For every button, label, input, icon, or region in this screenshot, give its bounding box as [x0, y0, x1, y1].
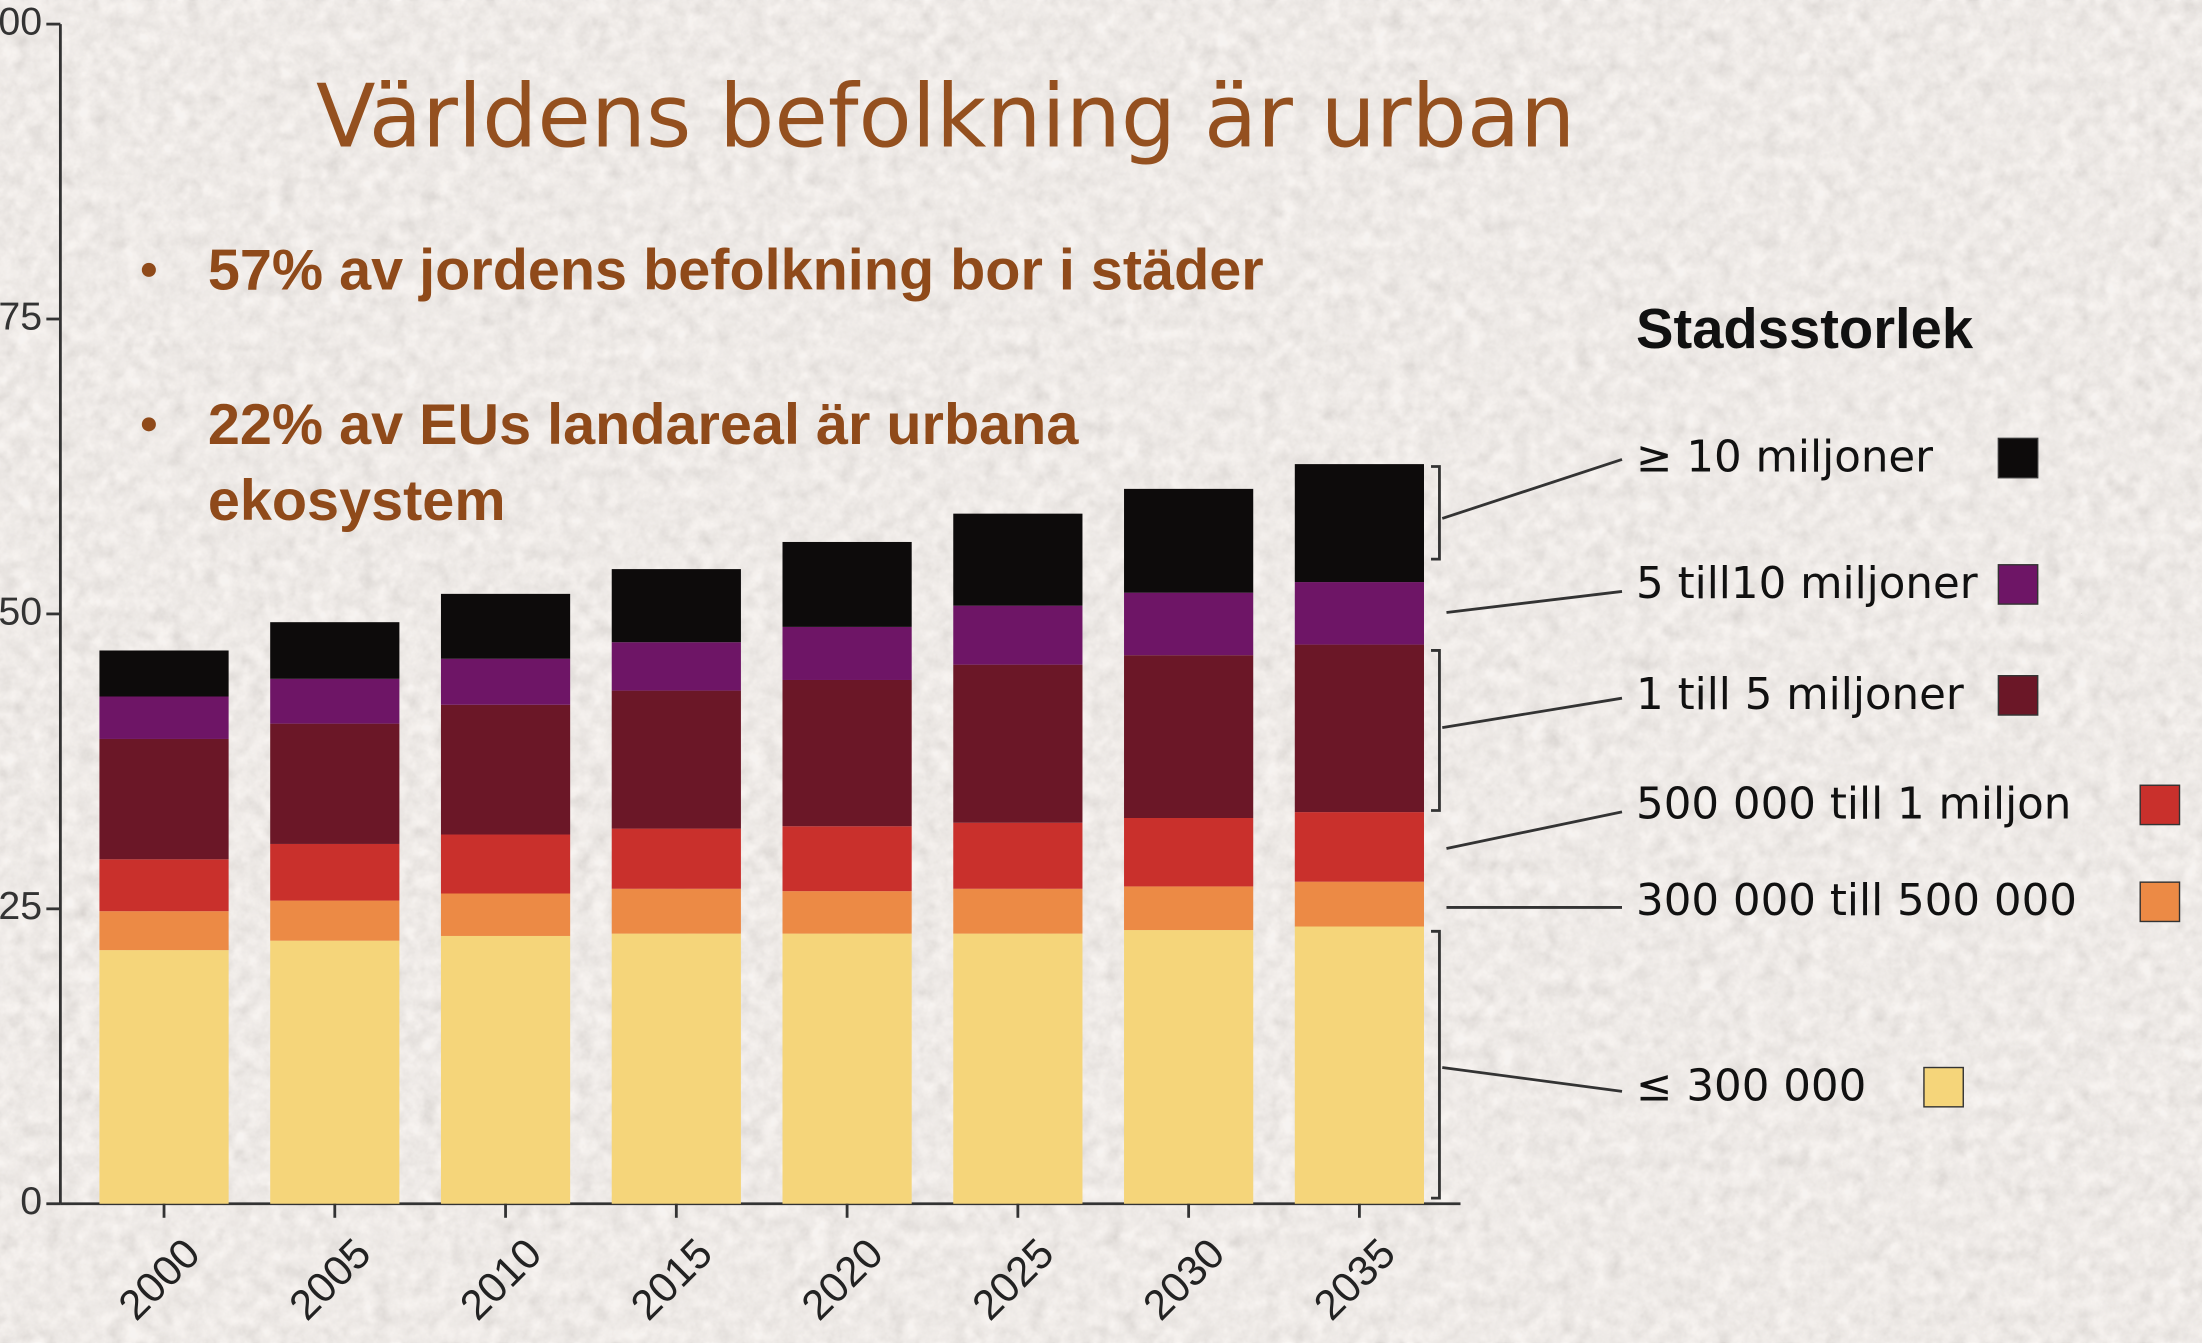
legend-label: 5 till10 miljoner: [1636, 559, 1978, 609]
bar-segment: [782, 542, 911, 627]
bar-segment: [1124, 886, 1253, 930]
y-tick-label: 100: [0, 0, 42, 43]
bar-segment: [441, 594, 570, 659]
bar-segment: [1295, 812, 1424, 882]
bar-segment: [99, 950, 228, 1204]
bar-segment: [99, 739, 228, 859]
bar-segment: [782, 934, 911, 1204]
bullet-text: 22% av EUs landareal är urbana ekosystem: [208, 386, 1247, 538]
bar-segment: [782, 680, 911, 826]
bar-segment: [953, 889, 1082, 934]
bar-segment: [99, 650, 228, 696]
legend-label: ≤ 300 000: [1636, 1062, 1866, 1112]
bar-segment: [441, 659, 570, 705]
legend-title: Stadsstorlek: [1636, 297, 1974, 360]
bar-segment: [270, 844, 399, 901]
bar-segment: [953, 514, 1082, 606]
slide: Världens befolkning är urban Stadsstorle…: [0, 0, 2202, 1343]
bar-segment: [1124, 930, 1253, 1204]
bar-segment: [1295, 882, 1424, 927]
bar-segment: [99, 696, 228, 738]
legend-swatch: [1998, 676, 2037, 715]
bar-segment: [782, 627, 911, 680]
bar-segment: [270, 941, 399, 1204]
legend-swatch: [1998, 438, 2037, 477]
bar-segment: [270, 724, 399, 844]
bar-segment: [612, 889, 741, 934]
y-tick-label: 50: [0, 589, 42, 633]
bar-segment: [441, 893, 570, 935]
bullet: 57% av jordens befolkning bor i städer: [208, 232, 1472, 401]
bar-segment: [441, 705, 570, 835]
bar-segment: [1124, 489, 1253, 593]
bar-segment: [782, 891, 911, 933]
bullet-text: 57% av jordens befolkning bor i städer: [208, 232, 1472, 308]
bar-segment: [1124, 655, 1253, 818]
bar-segment: [612, 691, 741, 829]
slide-title: Världens befolkning är urban: [316, 65, 1575, 167]
bar-segment: [1295, 645, 1424, 813]
bar-segment: [612, 642, 741, 690]
bar-segment: [953, 665, 1082, 823]
bar-segment: [1124, 593, 1253, 656]
bar-segment: [441, 936, 570, 1204]
y-tick-label: 25: [0, 884, 42, 928]
bar-segment: [270, 679, 399, 724]
bar-segment: [270, 622, 399, 679]
bar-segment: [99, 911, 228, 950]
page: Världens befolkning är urban Stadsstorle…: [0, 0, 2202, 1343]
bullet: 22% av EUs landareal är urbana ekosystem: [208, 386, 1247, 555]
legend-swatch: [2140, 785, 2179, 824]
legend-swatch: [2140, 882, 2179, 921]
bar-segment: [612, 934, 741, 1204]
bar-segment: [1295, 582, 1424, 645]
bar-segment: [270, 901, 399, 941]
bar-segment: [782, 826, 911, 891]
legend-label: ≥ 10 miljoner: [1636, 432, 1933, 482]
bar-segment: [1295, 464, 1424, 582]
bar-segment: [612, 829, 741, 889]
bar-segment: [1295, 927, 1424, 1204]
legend-label: 300 000 till 500 000: [1636, 876, 2077, 926]
legend-swatch: [1998, 565, 2037, 604]
bar-segment: [1124, 818, 1253, 886]
bar-segment: [953, 934, 1082, 1204]
legend-swatch: [1924, 1068, 1963, 1107]
bar-segment: [953, 606, 1082, 665]
bar-segment: [441, 835, 570, 894]
bullet-dot: [142, 263, 156, 277]
legend-label: 500 000 till 1 miljon: [1636, 779, 2071, 829]
legend-label: 1 till 5 miljoner: [1636, 670, 1964, 720]
y-tick-label: 75: [0, 294, 42, 338]
bullet-dot: [142, 417, 156, 431]
y-tick-label: 0: [20, 1179, 42, 1223]
bar-segment: [953, 823, 1082, 889]
bar-segment: [612, 569, 741, 642]
bar-segment: [99, 859, 228, 911]
